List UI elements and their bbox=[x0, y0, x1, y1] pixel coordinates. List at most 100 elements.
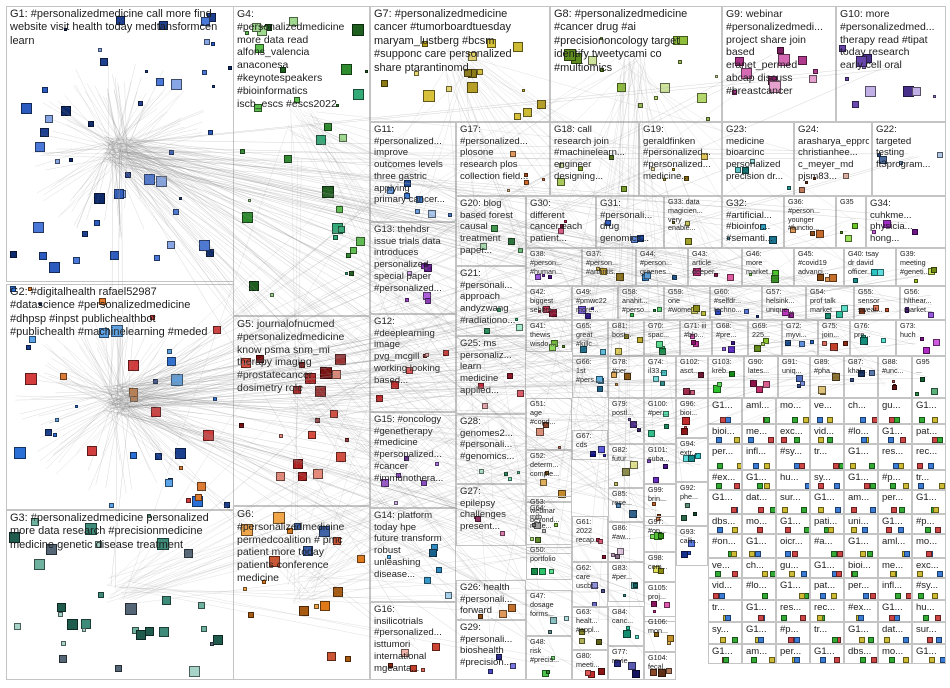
group-label: G69: 225... bbox=[752, 322, 770, 339]
graph-node bbox=[800, 507, 807, 513]
graph-node bbox=[320, 601, 331, 612]
group-label: G21: #personali... approach andyzwang #r… bbox=[460, 268, 516, 326]
graph-node bbox=[380, 79, 388, 87]
group-nodes bbox=[7, 285, 233, 509]
small-group-label: per... bbox=[712, 446, 734, 457]
group-g27: G27: epilepsy challenges present... bbox=[456, 484, 526, 546]
small-group-cell: infl... bbox=[878, 578, 912, 600]
graph-node bbox=[725, 417, 732, 423]
graph-node bbox=[652, 609, 656, 613]
group-nodes bbox=[677, 439, 707, 481]
graph-node bbox=[810, 340, 815, 345]
graph-node bbox=[532, 522, 537, 527]
graph-node bbox=[926, 637, 933, 643]
group-g97: G97: #on... bbox=[644, 516, 676, 552]
graph-node bbox=[614, 482, 619, 487]
graph-node bbox=[447, 212, 452, 217]
graph-node bbox=[564, 219, 568, 223]
graph-node bbox=[723, 657, 730, 663]
graph-node bbox=[319, 367, 332, 380]
graph-node bbox=[756, 527, 763, 533]
group-label: G2: #digitalhealth rafael52987 #datascie… bbox=[10, 286, 208, 339]
group-g71: G71: iii #blo... bbox=[680, 320, 712, 356]
group-g90: G90: lates... bbox=[744, 356, 778, 398]
group-label: G36: #person... younger #functio... bbox=[788, 198, 820, 233]
group-label: G7: #personalizedmedicine cancer #tumorb… bbox=[374, 8, 512, 74]
small-group-cell: G1... bbox=[742, 470, 776, 490]
graph-node bbox=[323, 123, 332, 132]
graph-node bbox=[905, 308, 910, 313]
graph-node bbox=[664, 424, 670, 430]
graph-node bbox=[542, 274, 546, 278]
graph-node bbox=[763, 338, 770, 345]
group-g63: G63: healt... #appl... bbox=[572, 606, 608, 650]
small-group-cell: G1... bbox=[844, 470, 878, 490]
graph-node bbox=[155, 453, 163, 461]
graph-node bbox=[128, 359, 140, 371]
small-group-label: G1... bbox=[746, 602, 767, 613]
graph-node bbox=[870, 657, 877, 663]
graph-node bbox=[345, 438, 350, 443]
graph-node bbox=[548, 343, 556, 351]
small-group-label: G1... bbox=[746, 536, 767, 547]
graph-node bbox=[203, 38, 210, 45]
graph-node bbox=[876, 268, 884, 276]
group-nodes bbox=[855, 287, 899, 319]
graph-node bbox=[517, 248, 523, 254]
graph-node bbox=[923, 347, 930, 355]
graph-node bbox=[506, 189, 510, 193]
graph-node bbox=[662, 463, 668, 469]
group-nodes bbox=[689, 249, 741, 285]
group-nodes bbox=[371, 413, 455, 507]
group-g36: G36: #person... younger #functio... bbox=[784, 196, 836, 248]
small-group-label: dbs... bbox=[712, 516, 736, 527]
group-nodes bbox=[879, 357, 911, 397]
graph-node bbox=[558, 228, 565, 235]
graph-node bbox=[851, 527, 858, 533]
group-nodes bbox=[637, 249, 687, 285]
group-nodes bbox=[779, 357, 809, 397]
small-group-label: exc... bbox=[780, 426, 803, 437]
graph-node bbox=[508, 476, 513, 481]
group-label: G12: #deeplearning image pvg_mcgill work… bbox=[374, 316, 441, 386]
group-nodes bbox=[573, 563, 607, 607]
group-nodes bbox=[371, 603, 455, 679]
group-g56: G56: hlthear... market... bbox=[900, 286, 946, 320]
group-label: G85: rese... bbox=[612, 490, 632, 507]
graph-node bbox=[57, 612, 63, 618]
group-g14: G14: platform today hpe future transform… bbox=[370, 508, 456, 602]
graph-node bbox=[919, 377, 925, 383]
graph-node bbox=[911, 87, 921, 97]
graph-node bbox=[819, 657, 826, 663]
group-nodes bbox=[897, 249, 945, 285]
graph-node bbox=[692, 304, 700, 312]
graph-node bbox=[742, 167, 750, 175]
group-g70: G70: spac... bbox=[644, 320, 680, 356]
graph-node bbox=[688, 454, 696, 462]
group-g8: G8: #personalizedmedicine #cancer drug #… bbox=[550, 6, 722, 122]
graph-node bbox=[386, 186, 394, 194]
small-group-cell: gu... bbox=[776, 558, 810, 578]
graph-node bbox=[484, 327, 491, 334]
small-group-cell: per... bbox=[878, 490, 912, 514]
graph-node bbox=[885, 527, 892, 533]
graph-node bbox=[242, 586, 247, 591]
graph-node bbox=[403, 193, 410, 200]
graph-node bbox=[859, 551, 866, 557]
small-group-cell: infl... bbox=[742, 444, 776, 470]
small-group-label: mo... bbox=[746, 516, 768, 527]
graph-node bbox=[350, 246, 358, 254]
small-group-label: exc... bbox=[916, 560, 939, 571]
graph-node bbox=[356, 554, 365, 563]
group-g61: G61: 2022 recap... bbox=[572, 516, 608, 562]
graph-node bbox=[307, 431, 316, 440]
small-group-label: G1... bbox=[916, 646, 937, 657]
graph-node bbox=[335, 104, 339, 108]
group-nodes bbox=[7, 511, 233, 679]
small-group-label: am... bbox=[848, 492, 870, 503]
graph-node bbox=[557, 490, 566, 499]
graph-node bbox=[835, 507, 842, 513]
graph-node bbox=[293, 523, 301, 531]
small-group-cell: aml... bbox=[878, 534, 912, 558]
group-nodes bbox=[234, 317, 369, 505]
